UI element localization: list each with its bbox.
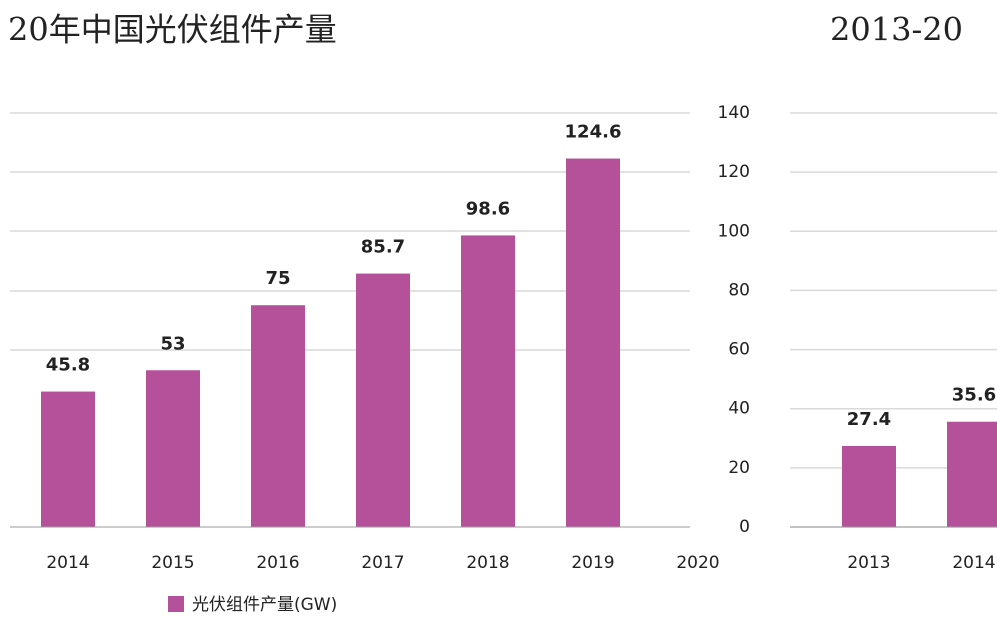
x-tick-label: 2015 bbox=[151, 553, 194, 573]
y-tick-label: 140 bbox=[718, 103, 750, 123]
x-tick-label: 2020 bbox=[676, 553, 719, 573]
x-tick-label: 2017 bbox=[361, 553, 404, 573]
chart-title: 20年中国光伏组件产量 bbox=[8, 11, 337, 49]
x-tick-label: 2018 bbox=[466, 553, 509, 573]
value-label: 45.8 bbox=[46, 355, 90, 376]
y-tick-label: 0 bbox=[739, 517, 750, 537]
value-label: 27.4 bbox=[847, 409, 891, 430]
y-tick-label: 120 bbox=[718, 162, 750, 182]
x-tick-label: 2013 bbox=[847, 553, 890, 573]
legend-swatch bbox=[168, 596, 184, 612]
value-label: 98.6 bbox=[466, 198, 510, 219]
x-tick-label: 2016 bbox=[256, 553, 299, 573]
value-label: 35.6 bbox=[952, 385, 996, 406]
x-tick-label: 2014 bbox=[46, 553, 89, 573]
y-tick-label: 100 bbox=[718, 221, 750, 241]
value-label: 124.6 bbox=[565, 122, 622, 143]
bar bbox=[251, 305, 305, 527]
y-tick-label: 80 bbox=[728, 280, 750, 300]
y-tick-label: 20 bbox=[728, 458, 750, 478]
bar bbox=[461, 235, 515, 527]
value-label: 75 bbox=[265, 268, 290, 289]
bar bbox=[566, 158, 620, 528]
value-label: 53 bbox=[160, 333, 185, 354]
legend-label: 光伏组件产量(GW) bbox=[192, 595, 337, 615]
x-tick-label: 2014 bbox=[952, 553, 995, 573]
bar bbox=[356, 273, 410, 527]
chart-title: 2013-20 bbox=[830, 11, 963, 49]
x-tick-label: 2019 bbox=[571, 553, 614, 573]
bar bbox=[947, 421, 997, 527]
y-tick-label: 60 bbox=[728, 340, 750, 360]
bar bbox=[842, 445, 896, 527]
value-label: 85.7 bbox=[361, 237, 405, 258]
y-tick-label: 40 bbox=[728, 399, 750, 419]
bar bbox=[146, 370, 200, 527]
bar bbox=[41, 391, 95, 527]
